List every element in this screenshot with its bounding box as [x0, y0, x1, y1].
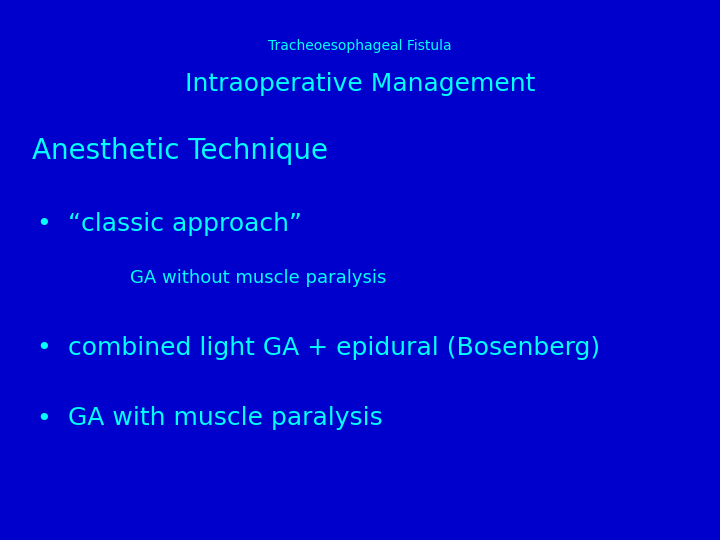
Text: •: • — [36, 336, 50, 360]
Text: GA with muscle paralysis: GA with muscle paralysis — [68, 407, 383, 430]
Text: GA without muscle paralysis: GA without muscle paralysis — [130, 269, 386, 287]
Text: Tracheoesophageal Fistula: Tracheoesophageal Fistula — [268, 39, 452, 53]
Text: combined light GA + epidural (Bosenberg): combined light GA + epidural (Bosenberg) — [68, 336, 600, 360]
Text: “classic approach”: “classic approach” — [68, 212, 302, 236]
Text: Intraoperative Management: Intraoperative Management — [185, 72, 535, 96]
Text: •: • — [36, 407, 50, 430]
Text: •: • — [36, 212, 50, 236]
Text: Anesthetic Technique: Anesthetic Technique — [32, 137, 328, 165]
